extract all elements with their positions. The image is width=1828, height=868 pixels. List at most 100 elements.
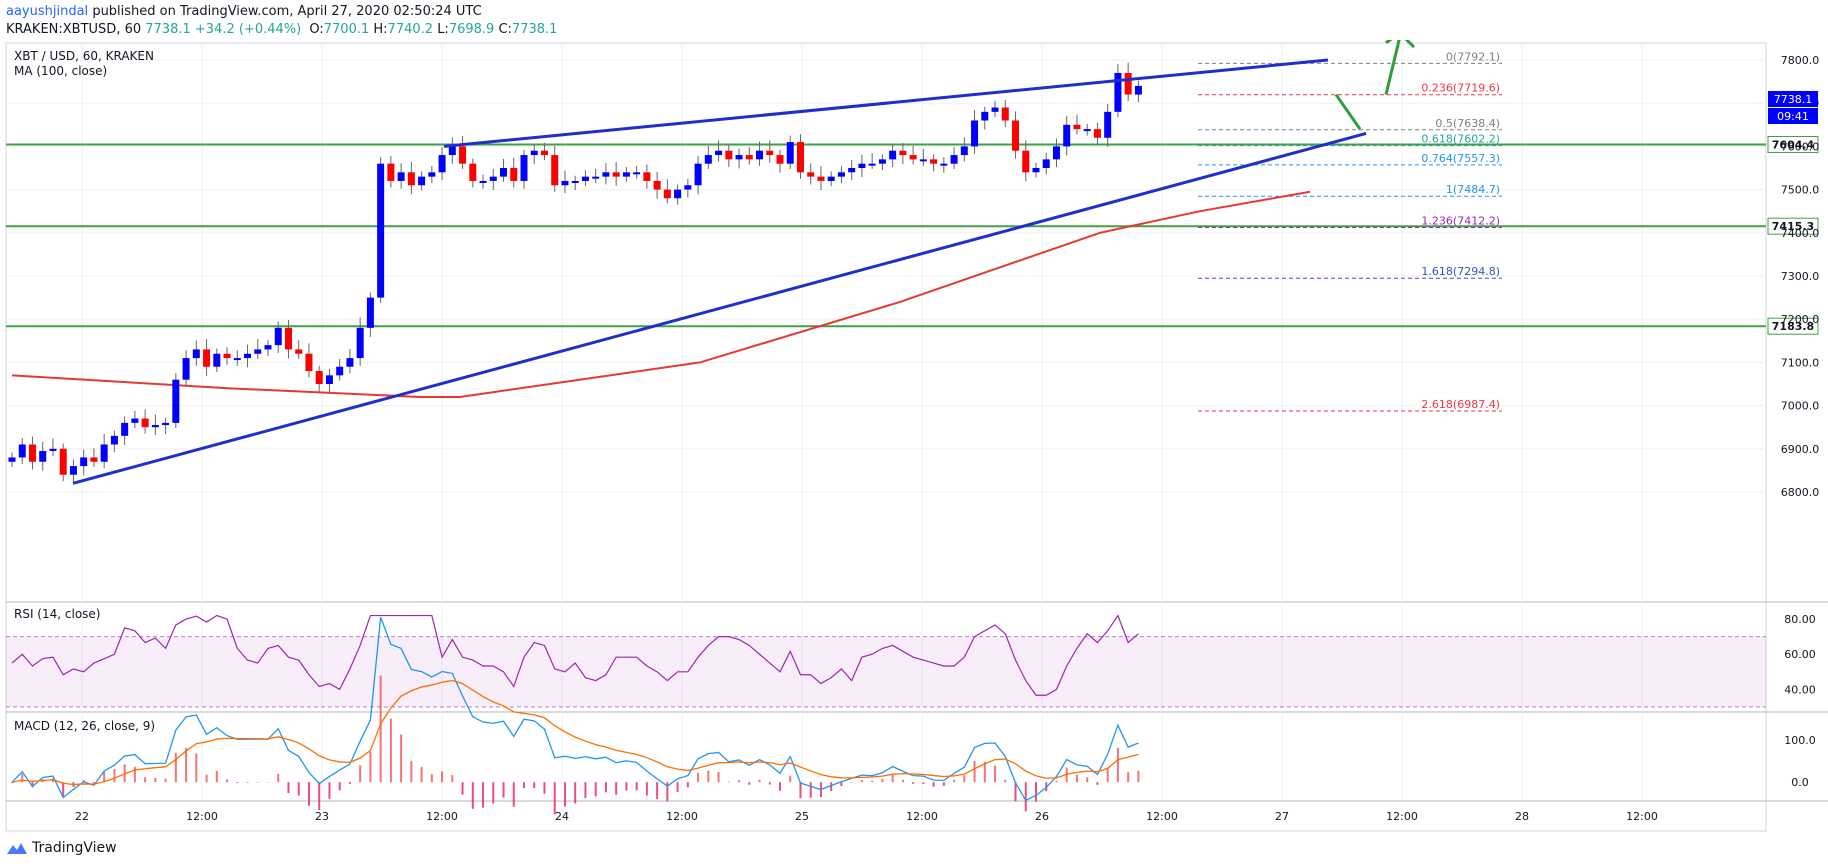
candle-body bbox=[1134, 85, 1142, 95]
symbol-line: KRAKEN:XBTUSD, 60 7738.1 +34.2 (+0.44%) … bbox=[6, 22, 558, 37]
lower-trendline bbox=[72, 131, 1367, 485]
macd-hist-bar bbox=[307, 782, 310, 806]
macd-hist-bar bbox=[492, 782, 495, 804]
tradingview-logo[interactable]: TradingView bbox=[6, 840, 117, 856]
macd-hist-bar bbox=[236, 782, 239, 783]
close-value: 7738.1 bbox=[511, 22, 558, 37]
low-value: 7698.9 bbox=[448, 22, 495, 37]
macd-hist-bar bbox=[912, 782, 915, 784]
published-text: published on TradingView.com, April 27, … bbox=[92, 4, 482, 19]
candle-body bbox=[90, 457, 98, 462]
macd-hist-bar bbox=[553, 782, 556, 815]
macd-hist-bar bbox=[983, 761, 986, 783]
candle-body bbox=[807, 172, 815, 177]
countdown-tag-bg bbox=[1768, 108, 1818, 124]
macd-hist-bar bbox=[594, 782, 597, 797]
axes: 7800.07700.07600.07500.07400.07300.07200… bbox=[75, 54, 1819, 823]
change: +34.2 (+0.44%) bbox=[194, 22, 302, 37]
author-link[interactable]: aayushjindal bbox=[6, 4, 89, 19]
macd-hist-bar bbox=[779, 782, 781, 791]
fib-label: 0.618(7602.2) bbox=[1421, 132, 1500, 145]
price-tick: 7400.0 bbox=[1781, 227, 1820, 240]
macd-hist-bar bbox=[942, 782, 945, 786]
macd-hist-bar bbox=[871, 780, 874, 783]
countdown-tag: 09:41 bbox=[1777, 110, 1809, 123]
macd-hist-bar bbox=[174, 752, 177, 783]
candle-body bbox=[80, 457, 88, 467]
candle-body bbox=[653, 180, 661, 190]
candle-body bbox=[346, 358, 354, 367]
level-tag: 7415.3 bbox=[1772, 220, 1814, 233]
macd-hist-bar bbox=[717, 771, 720, 783]
candle-body bbox=[786, 142, 794, 164]
rsi-band-fill bbox=[6, 636, 1766, 707]
candle-body bbox=[305, 353, 313, 372]
macd-hist-bar bbox=[604, 782, 607, 793]
rsi-line bbox=[11, 614, 1139, 696]
price-tick: 6800.0 bbox=[1781, 486, 1820, 499]
candle-body bbox=[981, 111, 989, 121]
macd-hist-bar bbox=[707, 770, 710, 783]
candle-body bbox=[1032, 168, 1040, 173]
candle-body bbox=[1073, 124, 1081, 130]
candle-body bbox=[868, 163, 876, 166]
candle-body bbox=[909, 155, 917, 160]
candle-body bbox=[1124, 72, 1132, 95]
candle-body bbox=[284, 327, 292, 350]
macd-hist-bar bbox=[164, 778, 167, 783]
last-price-tag-bg bbox=[1768, 91, 1818, 107]
ma-label: MA (100, close) bbox=[14, 64, 107, 78]
candle-body bbox=[131, 418, 139, 423]
ma-line bbox=[11, 190, 1311, 398]
price-tick: 6900.0 bbox=[1781, 443, 1820, 456]
candle-body bbox=[633, 172, 641, 175]
macd-hist-bar bbox=[502, 782, 505, 798]
macd-hist-bar bbox=[287, 782, 290, 794]
candle-body bbox=[663, 189, 671, 199]
candle-body bbox=[448, 146, 456, 156]
candle-body bbox=[1012, 120, 1020, 151]
candle-body bbox=[756, 150, 764, 160]
macd-hist-bar bbox=[635, 782, 638, 791]
macd-hist-bar bbox=[789, 775, 792, 783]
chart-canvas[interactable]: 7604.4 7415.3 7183.8 0(7792.1) 0.236(7719.6… bbox=[0, 40, 1828, 838]
candle-body bbox=[694, 163, 702, 186]
time-tick: 23 bbox=[315, 810, 329, 823]
candle-body bbox=[735, 155, 743, 160]
macd-hist-bar bbox=[891, 774, 894, 783]
support-levels: 7604.4 7415.3 7183.8 bbox=[6, 135, 1819, 335]
candle-body bbox=[1083, 129, 1091, 132]
macd-hist-bar bbox=[768, 782, 771, 785]
candle-body bbox=[1114, 72, 1122, 112]
time-tick: 22 bbox=[75, 810, 89, 823]
publish-line: aayushjindal published on TradingView.co… bbox=[6, 4, 482, 19]
candle-body bbox=[489, 176, 497, 181]
macd-hist-bar bbox=[348, 782, 351, 784]
macd-hist-bar bbox=[51, 778, 54, 783]
candle-body bbox=[213, 353, 221, 367]
macd-hist-bar bbox=[809, 782, 812, 798]
candle-body bbox=[336, 366, 344, 376]
candle-body bbox=[100, 444, 108, 462]
candle-body bbox=[858, 163, 866, 168]
candle-body bbox=[18, 444, 26, 458]
time-tick: 12:00 bbox=[186, 810, 218, 823]
macd-hist-bar bbox=[318, 782, 321, 811]
macd-hist-bar bbox=[512, 782, 515, 807]
candle-body bbox=[69, 466, 77, 475]
macd-hist-bar bbox=[840, 782, 843, 787]
macd-hist-bar bbox=[615, 782, 618, 795]
candle-body bbox=[223, 353, 231, 359]
macd-hist-bar bbox=[676, 782, 679, 792]
macd-hist-bar bbox=[1055, 780, 1058, 783]
rsi-series bbox=[11, 614, 1139, 696]
macd-hist-bar bbox=[1086, 777, 1089, 783]
candle-body bbox=[581, 176, 589, 181]
macd-hist-bar bbox=[533, 782, 536, 789]
candle-body bbox=[592, 176, 600, 179]
macd-hist-bar bbox=[62, 782, 65, 797]
candle-body bbox=[520, 155, 528, 181]
macd-hist-bar bbox=[21, 773, 24, 783]
grid-lines bbox=[6, 43, 1766, 801]
candle-body bbox=[151, 425, 159, 428]
